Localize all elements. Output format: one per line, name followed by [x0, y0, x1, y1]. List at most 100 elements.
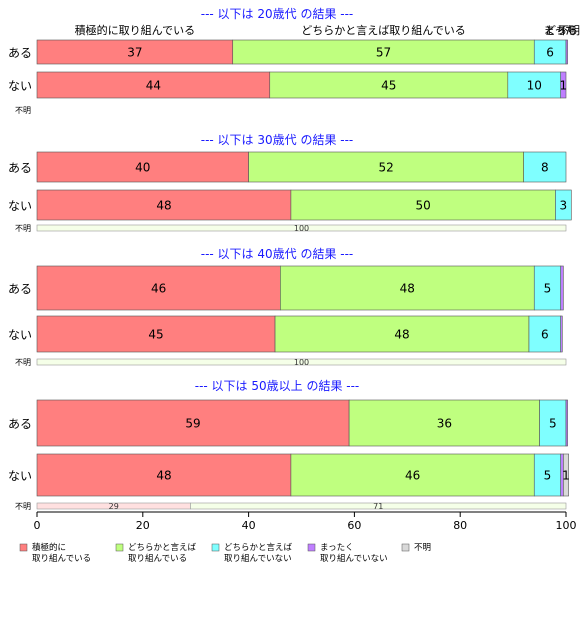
- legend-label-1-line-1: 取り組んでいる: [128, 553, 187, 564]
- bar-1-0-value-label-1: 52: [378, 160, 393, 174]
- legend-swatch-1: [115, 543, 124, 552]
- bar-0-0-value-label-0: 37: [127, 45, 142, 59]
- bar-0-1-value-label-3: 1: [560, 78, 568, 92]
- bar-2-0-segment-0: [36, 265, 281, 311]
- bar-0-1-segment-0: [36, 71, 271, 99]
- bar-0-0-segment-3: [565, 39, 568, 65]
- x-tick-label-5: 100: [556, 519, 577, 532]
- bar-2-1-segment-3: [560, 315, 563, 353]
- bar-2-1-value-label-0: 45: [148, 327, 163, 341]
- top-category-label-3: まった: [543, 24, 576, 37]
- bar-1-1-segment-0: [36, 189, 292, 221]
- unknown-value-label-3-0: 29: [109, 502, 119, 511]
- bar-3-0-segment-3: [565, 399, 568, 447]
- unknown-value-label-3-4: 71: [373, 502, 383, 511]
- bar-0-1-value-label-0: 44: [146, 78, 161, 92]
- bar-3-0-segment-1: [348, 399, 540, 447]
- bar-1-1-value-label-2: 3: [560, 198, 568, 212]
- bar-3-1-segment-0: [36, 453, 292, 497]
- bar-1-0-value-label-0: 40: [135, 160, 150, 174]
- bar-3-1-value-label-4: 1: [562, 468, 570, 482]
- unknown-value-label-1-4: 100: [294, 224, 309, 233]
- panel-title-3: --- 以下は 50歳以上 の結果 ---: [195, 379, 360, 393]
- bar-2-1-segment-2: [528, 315, 562, 353]
- legend-swatch-0: [19, 543, 28, 552]
- legend-label-0-line-1: 取り組んでいる: [32, 553, 91, 564]
- unknown-segment-3-4: [190, 502, 567, 510]
- panel-title-2: --- 以下は 40歳代 の結果 ---: [201, 247, 354, 261]
- x-tick-label-0: 0: [34, 519, 41, 532]
- bar-2-0-value-label-2: 5: [544, 281, 552, 295]
- legend-label-0-line-0: 積極的に: [32, 542, 66, 553]
- bar-2-1-value-label-1: 48: [394, 327, 409, 341]
- unknown-label-2: 不明: [15, 358, 31, 367]
- unknown-segment-2-4: [36, 358, 567, 366]
- top-category-label-0: 積極的に取り組んでいる: [75, 23, 195, 37]
- x-tick-label-4: 80: [453, 519, 467, 532]
- bar-2-1-value-label-2: 6: [541, 327, 549, 341]
- row-label-3-0: ある: [8, 417, 32, 431]
- top-category-label-2: どちら: [545, 24, 578, 37]
- legend-label-1-line-0: どちらかと言えば: [128, 542, 197, 553]
- legend-swatch-3: [307, 543, 316, 552]
- bar-2-0-segment-2: [533, 265, 562, 311]
- bar-2-0-value-label-0: 46: [151, 281, 166, 295]
- row-label-2-0: ある: [8, 282, 32, 296]
- bar-3-0-segment-0: [36, 399, 350, 447]
- bar-1-1-segment-2: [555, 189, 572, 221]
- top-category-label-4: 不明: [558, 24, 580, 37]
- bar-1-0-value-label-2: 8: [541, 160, 549, 174]
- bar-0-0-segment-0: [36, 39, 234, 65]
- bar-0-0-value-label-2: 6: [546, 45, 554, 59]
- legend-label-2-line-0: どちらかと言えば: [224, 542, 293, 553]
- unknown-value-label-2-4: 100: [294, 358, 309, 367]
- panel-title-1: --- 以下は 30歳代 の結果 ---: [201, 133, 354, 147]
- legend-swatch-2: [211, 543, 220, 552]
- bar-1-1-segment-1: [290, 189, 556, 221]
- row-label-3-1: ない: [8, 469, 32, 483]
- bar-1-1-value-label-0: 48: [156, 198, 171, 212]
- row-label-0-1: ない: [8, 79, 32, 93]
- bar-2-0-value-label-1: 48: [400, 281, 415, 295]
- bar-1-0-segment-2: [523, 151, 567, 183]
- bar-2-0-segment-3: [560, 265, 564, 311]
- bar-3-1-segment-1: [290, 453, 535, 497]
- row-label-1-1: ない: [8, 199, 32, 213]
- bar-3-1-segment-4: [563, 453, 569, 497]
- bar-3-1-value-label-2: 5: [544, 468, 552, 482]
- bar-0-1-value-label-2: 10: [527, 78, 542, 92]
- bar-1-1-value-label-1: 50: [416, 198, 431, 212]
- bar-3-1-value-label-1: 46: [405, 468, 420, 482]
- unknown-label-0: 不明: [15, 106, 31, 115]
- bar-3-1-value-label-0: 48: [156, 468, 171, 482]
- unknown-label-3: 不明: [15, 502, 31, 511]
- bar-3-0-segment-2: [539, 399, 567, 447]
- bar-3-1-segment-2: [533, 453, 562, 497]
- row-label-0-0: ある: [8, 46, 32, 60]
- bar-3-0-value-label-1: 36: [437, 416, 452, 430]
- bar-2-1-segment-1: [274, 315, 530, 353]
- x-tick-label-2: 40: [242, 519, 256, 532]
- bar-0-1-segment-3: [560, 71, 567, 99]
- x-tick-label-1: 20: [136, 519, 150, 532]
- top-category-label-1: どちらかと言えば取り組んでいる: [301, 24, 465, 37]
- row-label-1-0: ある: [8, 161, 32, 175]
- bar-0-0-segment-2: [533, 39, 567, 65]
- unknown-segment-1-4: [36, 224, 567, 232]
- unknown-label-1: 不明: [15, 224, 31, 233]
- bar-0-1-value-label-1: 45: [381, 78, 396, 92]
- bar-1-0-segment-0: [36, 151, 249, 183]
- panel-title-0: --- 以下は 20歳代 の結果 ---: [201, 7, 354, 21]
- bar-0-0-value-label-1: 57: [376, 45, 391, 59]
- bar-0-1-segment-1: [269, 71, 509, 99]
- bar-2-1-segment-0: [36, 315, 276, 353]
- row-label-2-1: ない: [8, 328, 32, 342]
- legend-label-3-line-0: まったく: [320, 543, 354, 553]
- bar-3-0-value-label-2: 5: [549, 416, 557, 430]
- legend-label-4: 不明: [414, 543, 431, 553]
- bar-0-1-segment-2: [507, 71, 562, 99]
- legend-swatch-4: [401, 543, 410, 552]
- bar-3-0-value-label-0: 59: [185, 416, 200, 430]
- bar-2-0-segment-1: [280, 265, 535, 311]
